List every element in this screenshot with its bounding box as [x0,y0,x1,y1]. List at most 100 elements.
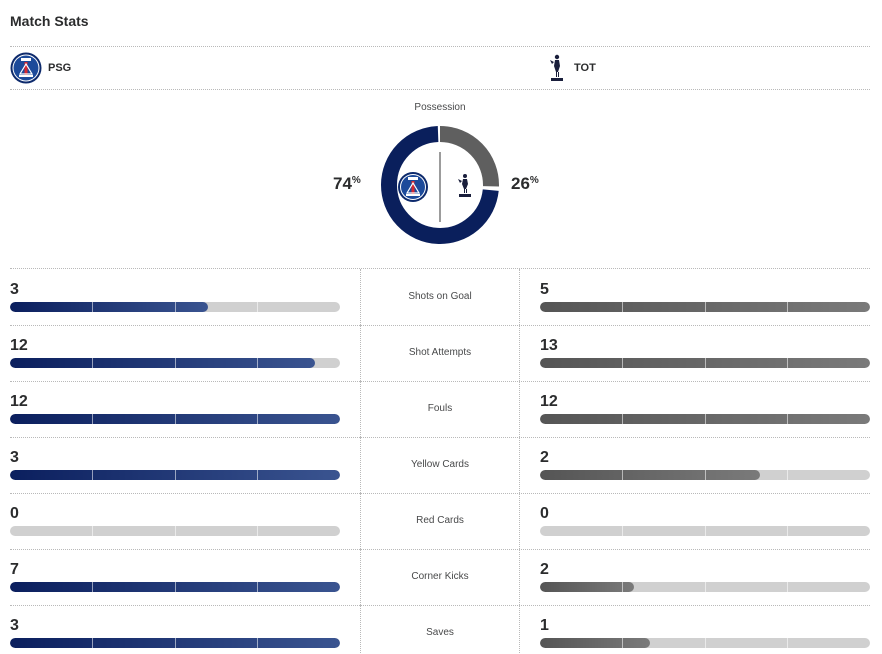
bar-tick [787,358,788,368]
away-stat-bar-fill [540,582,635,592]
column-divider [519,549,520,605]
bar-tick [705,526,706,536]
stat-label: Corner Kicks [411,571,469,582]
divider [10,268,870,269]
home-stat-bar [10,526,340,536]
bar-tick [92,358,93,368]
stat-label: Yellow Cards [411,459,469,470]
home-stat-bar [10,582,340,592]
possession-donut-chart [381,126,499,244]
column-divider [360,437,361,493]
bar-tick [622,358,623,368]
bar-tick [705,638,706,648]
bar-tick [622,526,623,536]
home-stat-bar [10,358,340,368]
bar-tick [622,414,623,424]
home-possession-arc [381,126,499,244]
divider [10,46,870,47]
column-divider [360,381,361,437]
home-stat-value: 12 [10,393,28,410]
bar-tick [787,526,788,536]
bar-tick [257,526,258,536]
stat-row: 3 2 Yellow Cards [10,437,870,493]
divider [10,493,870,494]
away-stat-bar [540,526,870,536]
column-divider [519,381,520,437]
home-team: PSG [10,52,72,84]
bar-tick [787,470,788,480]
bar-tick [622,470,623,480]
home-stat-value: 7 [10,561,19,578]
stat-row: 3 5 Shots on Goal [10,269,870,325]
stat-row: 12 13 Shot Attempts [10,325,870,381]
away-stat-value: 2 [540,561,549,578]
bar-tick [175,582,176,592]
psg-crest-icon [10,52,42,84]
away-team-abbr: TOT [574,62,596,74]
bar-tick [92,414,93,424]
home-stat-bar [10,638,340,648]
bar-tick [705,582,706,592]
column-divider [519,605,520,654]
column-divider [360,325,361,381]
home-stat-value: 3 [10,617,19,634]
bar-tick [92,638,93,648]
bar-tick [175,302,176,312]
away-stat-value: 12 [540,393,558,410]
bar-tick [705,414,706,424]
bar-tick [257,638,258,648]
column-divider [360,549,361,605]
stat-label: Red Cards [416,515,464,526]
bar-tick [175,526,176,536]
stat-label: Saves [426,627,454,638]
stat-label: Fouls [427,403,453,414]
column-divider [360,493,361,549]
home-stat-value: 0 [10,505,19,522]
home-stat-bar [10,414,340,424]
tottenham-cockerel-icon [458,174,471,197]
bar-tick [92,526,93,536]
bar-tick [257,414,258,424]
bar-tick [257,470,258,480]
column-divider [519,269,520,325]
bar-tick [787,638,788,648]
stat-label: Shots on Goal [408,291,472,302]
stat-row: 12 12 Fouls [10,381,870,437]
home-stat-bar-fill [10,358,315,368]
bar-tick [787,582,788,592]
column-divider [519,325,520,381]
away-stat-bar [540,470,870,480]
column-divider [360,605,361,654]
tottenham-cockerel-icon [550,54,563,81]
stat-row: 0 0 Red Cards [10,493,870,549]
bar-tick [787,414,788,424]
bar-tick [257,302,258,312]
stat-label: Shot Attempts [408,347,472,358]
away-possession-arc [439,126,499,187]
column-divider [360,269,361,325]
stat-row: 7 2 Corner Kicks [10,549,870,605]
bar-tick [175,470,176,480]
away-stat-bar [540,582,870,592]
home-stat-value: 3 [10,281,19,298]
away-stat-bar [540,302,870,312]
psg-crest-icon [398,172,428,202]
away-stat-value: 2 [540,449,549,466]
home-team-abbr: PSG [48,62,72,74]
bar-tick [92,582,93,592]
home-stat-bar [10,470,340,480]
possession-label: Possession [414,102,466,113]
bar-tick [622,638,623,648]
divider [10,437,870,438]
home-stat-bar-fill [10,302,208,312]
divider [10,605,870,606]
away-stat-bar [540,358,870,368]
home-stat-value: 12 [10,337,28,354]
away-stat-bar-fill [540,638,650,648]
home-possession-value: 74% [333,174,361,193]
bar-tick [705,358,706,368]
bar-tick [787,302,788,312]
divider [10,381,870,382]
home-stat-value: 3 [10,449,19,466]
bar-tick [175,638,176,648]
